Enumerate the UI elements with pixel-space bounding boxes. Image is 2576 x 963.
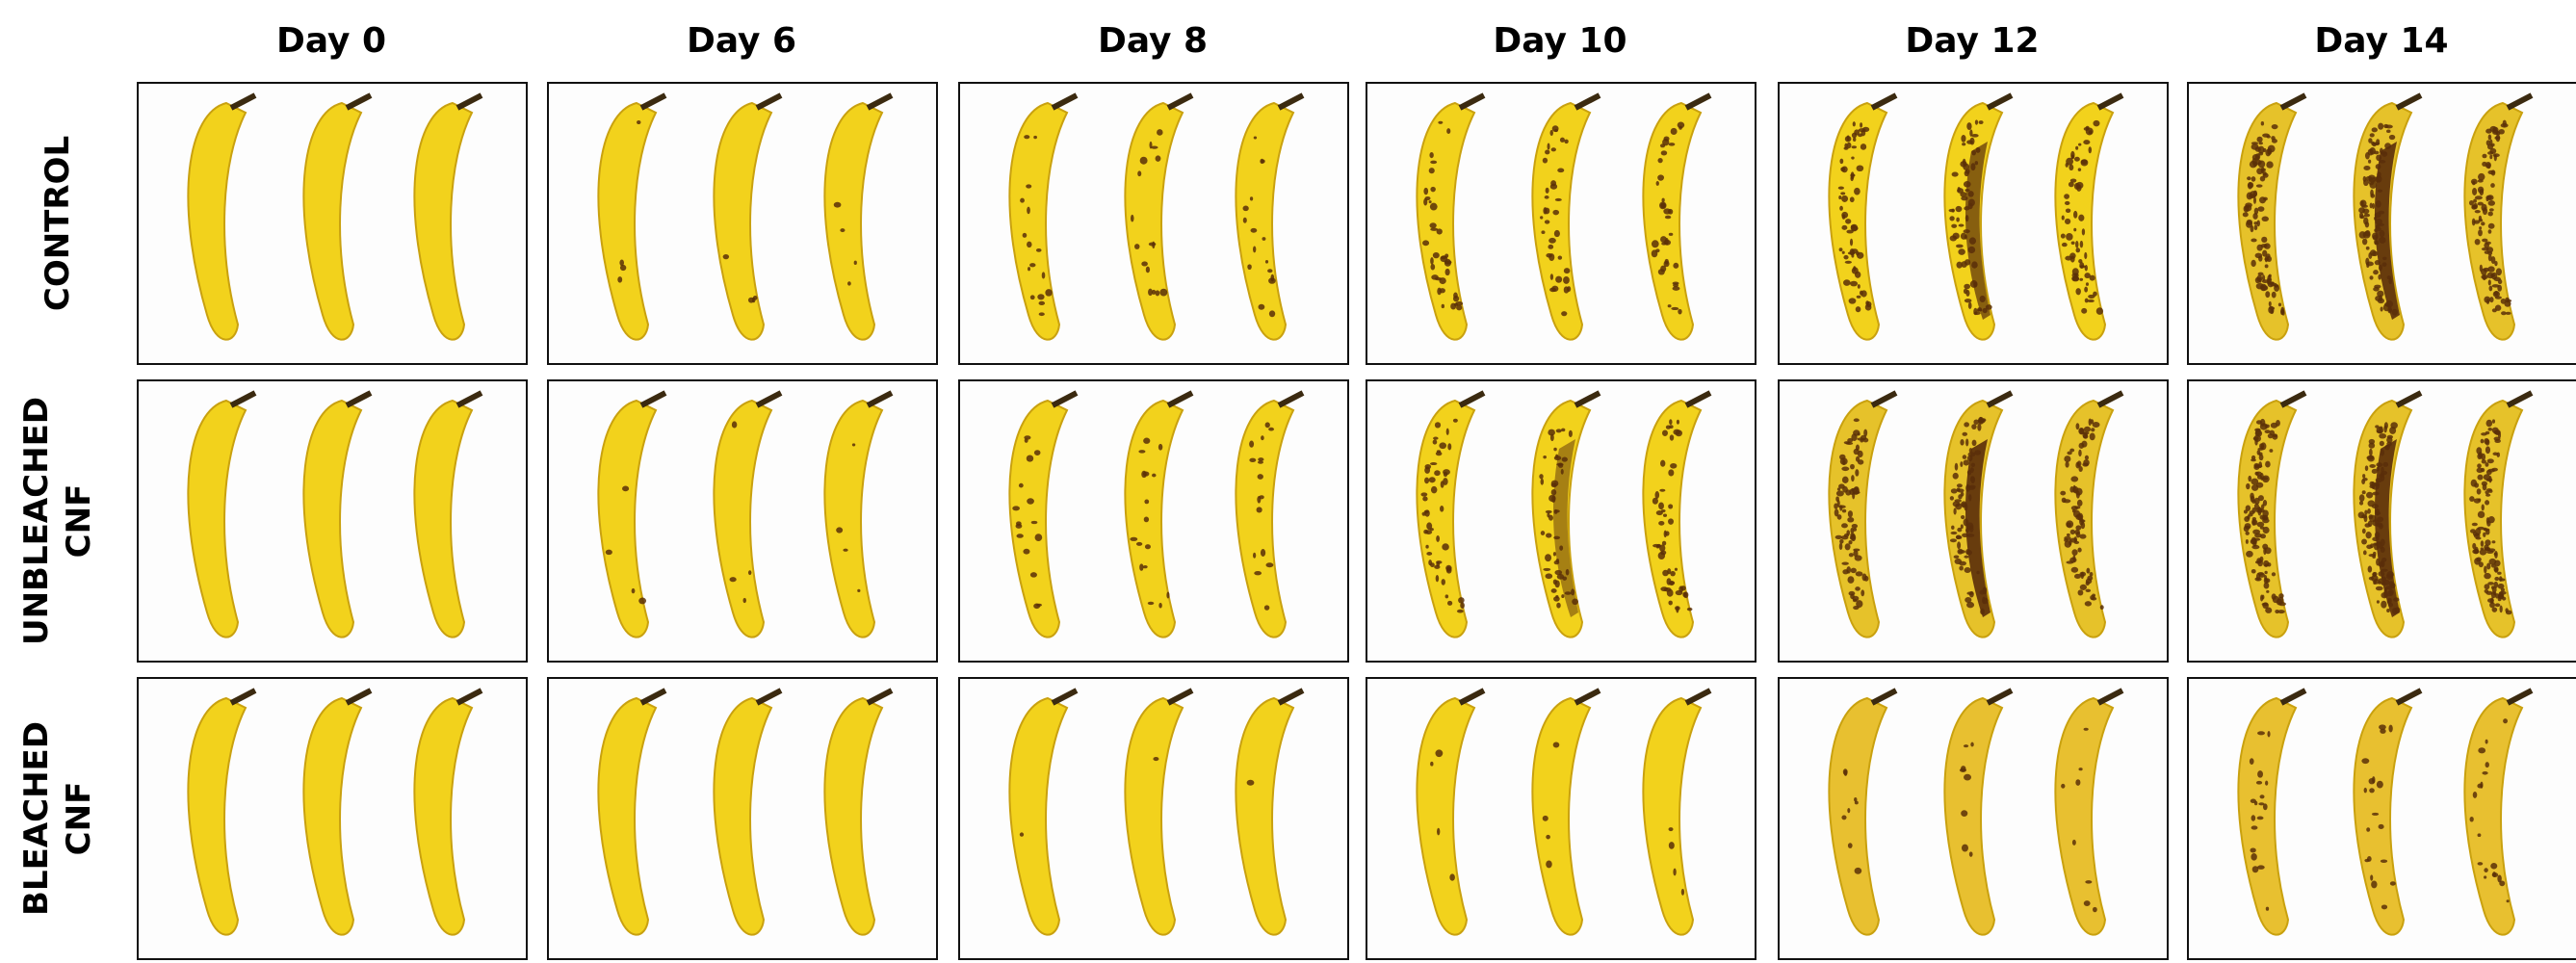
row-label-line: CNF — [60, 781, 99, 856]
banana — [1531, 688, 1601, 936]
banana — [2054, 92, 2124, 341]
banana — [1416, 688, 1486, 936]
row-label: CONTROL — [0, 82, 116, 365]
banana — [1828, 688, 1898, 936]
banana — [1642, 390, 1712, 638]
banana — [1124, 390, 1194, 638]
banana — [597, 688, 667, 936]
banana — [2353, 92, 2423, 341]
banana — [2353, 390, 2423, 638]
banana-photo — [1366, 82, 1756, 365]
banana-photo — [1366, 677, 1756, 960]
banana — [302, 92, 373, 341]
banana-photo — [958, 82, 1349, 365]
banana — [1416, 390, 1486, 638]
banana-photo — [1366, 379, 1756, 663]
banana — [1531, 92, 1601, 341]
banana — [1235, 390, 1305, 638]
banana-photo — [137, 677, 528, 960]
banana — [1124, 688, 1194, 936]
banana — [713, 688, 783, 936]
row-label-line: CNF — [60, 483, 99, 559]
banana-photo — [2187, 82, 2576, 365]
banana — [1943, 92, 2014, 341]
row-label: BLEACHED CNF — [0, 677, 116, 960]
banana — [823, 688, 894, 936]
banana — [713, 390, 783, 638]
banana-photo — [547, 677, 938, 960]
column-header: Day 6 — [686, 21, 797, 61]
banana-photo — [137, 379, 528, 663]
column-header: Day 0 — [275, 21, 387, 61]
banana — [1235, 688, 1305, 936]
banana — [1943, 688, 2014, 936]
banana — [713, 92, 783, 341]
banana-photo — [958, 379, 1349, 663]
banana — [413, 92, 483, 341]
banana-photo — [1778, 677, 2169, 960]
banana — [2463, 688, 2534, 936]
banana — [597, 390, 667, 638]
banana — [302, 390, 373, 638]
banana — [413, 688, 483, 936]
banana — [597, 92, 667, 341]
banana — [2237, 390, 2307, 638]
banana-photo — [958, 677, 1349, 960]
banana — [1008, 688, 1079, 936]
banana-photo — [137, 82, 528, 365]
banana — [2463, 92, 2534, 341]
column-header: Day 14 — [2314, 21, 2449, 61]
banana — [187, 390, 257, 638]
row-label-line: BLEACHED — [17, 721, 57, 916]
banana — [413, 390, 483, 638]
banana — [823, 92, 894, 341]
banana-photo — [2187, 379, 2576, 663]
banana-photo — [1778, 379, 2169, 663]
banana — [1008, 92, 1079, 341]
banana — [1531, 390, 1601, 638]
banana — [1943, 390, 2014, 638]
banana — [2054, 688, 2124, 936]
banana — [302, 688, 373, 936]
banana-photo — [547, 82, 938, 365]
banana-photo — [2187, 677, 2576, 960]
banana — [1235, 92, 1305, 341]
banana — [187, 688, 257, 936]
banana-photo — [1778, 82, 2169, 365]
banana — [2054, 390, 2124, 638]
banana — [1124, 92, 1194, 341]
banana — [2237, 92, 2307, 341]
banana — [1828, 92, 1898, 341]
banana — [1416, 92, 1486, 341]
column-header: Day 12 — [1905, 21, 2040, 61]
banana — [2463, 390, 2534, 638]
banana — [1642, 92, 1712, 341]
column-header: Day 8 — [1097, 21, 1209, 61]
banana — [2237, 688, 2307, 936]
row-label: UNBLEACHED CNF — [0, 379, 116, 663]
banana-photo — [547, 379, 938, 663]
banana — [1828, 390, 1898, 638]
row-label-line: CONTROL — [39, 135, 78, 312]
banana — [187, 92, 257, 341]
banana — [1642, 688, 1712, 936]
banana — [2353, 688, 2423, 936]
banana — [1008, 390, 1079, 638]
column-header: Day 10 — [1493, 21, 1627, 61]
row-label-line: UNBLEACHED — [17, 396, 57, 646]
banana — [823, 390, 894, 638]
